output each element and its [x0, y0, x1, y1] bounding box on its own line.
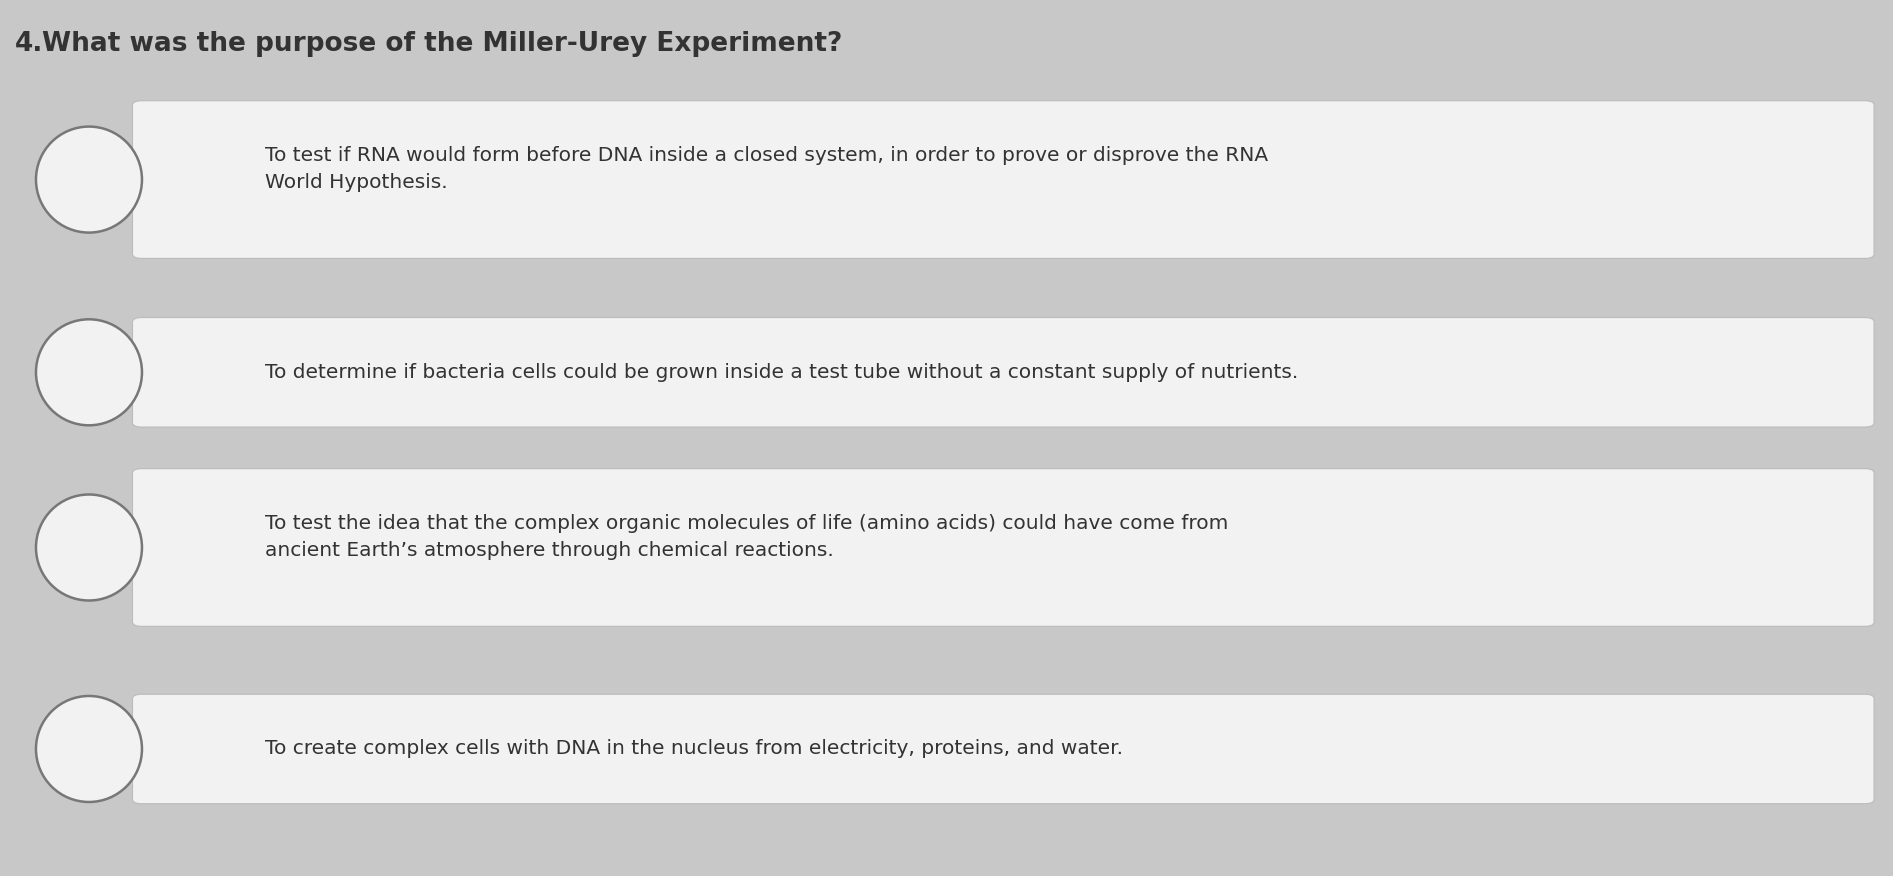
Text: 4.: 4.: [15, 31, 44, 57]
FancyBboxPatch shape: [133, 694, 1874, 804]
Ellipse shape: [36, 494, 142, 601]
Text: To test if RNA would form before DNA inside a closed system, in order to prove o: To test if RNA would form before DNA ins…: [265, 146, 1268, 192]
FancyBboxPatch shape: [133, 318, 1874, 427]
Ellipse shape: [36, 696, 142, 802]
Text: What was the purpose of the Miller-Urey Experiment?: What was the purpose of the Miller-Urey …: [42, 31, 842, 57]
Text: To create complex cells with DNA in the nucleus from electricity, proteins, and : To create complex cells with DNA in the …: [265, 739, 1123, 759]
FancyBboxPatch shape: [133, 101, 1874, 258]
Ellipse shape: [36, 126, 142, 233]
Ellipse shape: [36, 319, 142, 426]
Text: To determine if bacteria cells could be grown inside a test tube without a const: To determine if bacteria cells could be …: [265, 363, 1299, 382]
Text: To test the idea that the complex organic molecules of life (amino acids) could : To test the idea that the complex organi…: [265, 514, 1229, 560]
FancyBboxPatch shape: [133, 469, 1874, 626]
